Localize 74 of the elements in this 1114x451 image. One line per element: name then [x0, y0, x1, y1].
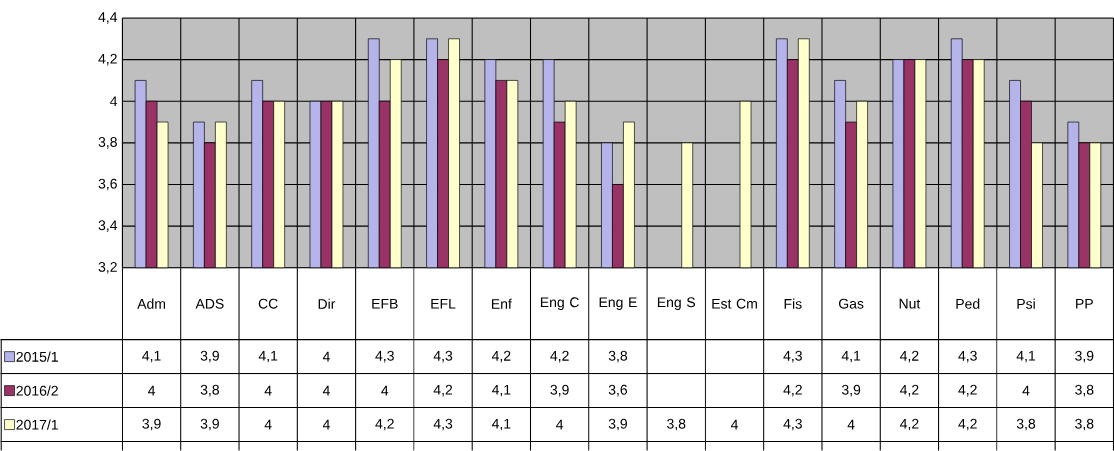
- data-label: 3,9: [841, 384, 861, 397]
- data-label: 3,9: [142, 418, 161, 431]
- data-label: 3,8: [1016, 418, 1036, 431]
- data-label: 4,2: [958, 418, 977, 431]
- data-label: 4,1: [1016, 350, 1036, 363]
- x-tick-label: Eng C: [540, 297, 579, 310]
- x-tick-label: Gas: [839, 298, 864, 309]
- data-label: 4,1: [258, 350, 278, 363]
- data-label: 3,8: [608, 350, 628, 363]
- data-label: 4,2: [491, 350, 511, 363]
- data-label: 4: [264, 385, 272, 396]
- data-label: 4,2: [900, 350, 919, 363]
- data-label: 3,8: [200, 384, 219, 397]
- data-label: 4: [264, 419, 272, 430]
- x-tick-label: Enf: [492, 298, 512, 309]
- x-tick-label: Eng E: [599, 297, 637, 310]
- y-tick-label: 3,6: [98, 178, 117, 191]
- x-tick-label: Ped: [956, 298, 980, 309]
- x-tick-label: Est Cm: [712, 298, 757, 309]
- data-label: 4,2: [433, 384, 453, 397]
- data-label: 4: [730, 419, 738, 430]
- data-label: 4,2: [900, 384, 919, 397]
- x-tick-label: PP: [1076, 298, 1093, 309]
- data-label: 4,1: [142, 350, 161, 363]
- data-label: 4,3: [433, 418, 453, 431]
- x-tick-label: EFL: [431, 298, 456, 309]
- data-label: 4,2: [958, 384, 977, 397]
- y-tick-label: 4: [110, 96, 118, 106]
- y-tick-label: 4,4: [98, 12, 118, 24]
- x-tick-label: ADS: [195, 298, 224, 309]
- data-label: 4,2: [783, 384, 802, 397]
- x-tick-label: Adm: [137, 298, 166, 309]
- y-tick-label: 3,4: [98, 220, 118, 232]
- y-tick-label: 4,2: [98, 53, 117, 66]
- data-label: 4,3: [958, 350, 977, 363]
- x-tick-label: Fis: [784, 298, 802, 309]
- y-tick-label: 3,8: [98, 137, 117, 149]
- data-label: 3,8: [1075, 384, 1094, 397]
- y-tick-label: 3,2: [98, 261, 117, 274]
- data-label: 3,9: [200, 350, 219, 363]
- data-label: 4: [1022, 385, 1030, 396]
- x-tick-label: CC: [258, 298, 278, 309]
- data-label: 4,3: [375, 350, 394, 363]
- data-label: 3,9: [608, 418, 627, 431]
- data-label: 4: [148, 385, 156, 396]
- data-label: 4,1: [841, 350, 861, 363]
- data-label: 3,8: [667, 418, 686, 431]
- data-label: 4,3: [433, 350, 453, 363]
- data-label: 4: [381, 385, 389, 396]
- data-label: 4: [322, 351, 330, 362]
- legend-label: 2015/1: [16, 351, 58, 362]
- data-label: 4,2: [550, 350, 569, 363]
- data-label: 4,1: [491, 418, 511, 431]
- x-tick-label: Eng S: [657, 297, 696, 310]
- x-tick-label: Dir: [318, 298, 336, 309]
- data-label: 3,9: [1075, 350, 1094, 363]
- data-label: 3,6: [608, 384, 628, 397]
- data-label: 4,1: [491, 384, 511, 397]
- data-label: 3,9: [550, 384, 569, 397]
- data-label: 4,2: [375, 418, 394, 431]
- x-tick-label: EFB: [372, 298, 398, 309]
- data-label: 4,2: [900, 418, 919, 431]
- legend-label: 2016/2: [16, 385, 58, 396]
- data-label: 4: [556, 419, 564, 430]
- data-label: 4,3: [783, 418, 802, 431]
- data-label: 4: [322, 385, 330, 396]
- data-label: 4: [847, 419, 855, 430]
- data-label: 3,9: [200, 418, 219, 431]
- data-label: 3,8: [1075, 418, 1094, 431]
- data-label: 4,3: [783, 350, 802, 363]
- x-tick-label: Psi: [1017, 298, 1035, 309]
- legend-label: 2017/1: [16, 419, 58, 430]
- x-tick-label: Nut: [899, 298, 921, 309]
- data-label: 4: [322, 419, 330, 430]
